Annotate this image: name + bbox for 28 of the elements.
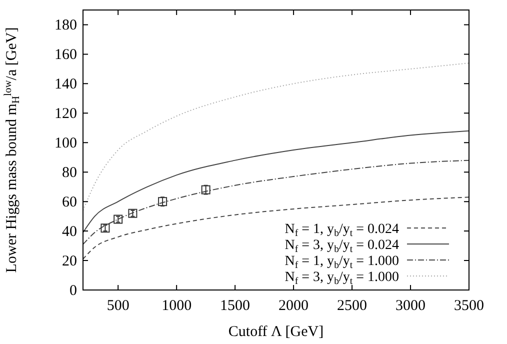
x-tick-label: 2500 — [337, 298, 368, 314]
point — [128, 208, 138, 218]
legend-label: N$_{f}$ = 3, y$_{b}$/y$_{t}$ = 1.000 — [284, 270, 399, 286]
legend-label: N$_{f}$ = 1, y$_{b}$/y$_{t}$ = 0.024 — [284, 222, 399, 238]
y-tick-label: 60 — [62, 194, 77, 211]
point — [158, 197, 168, 206]
x-tick-label: 500 — [106, 298, 130, 314]
x-tick-label: 1500 — [220, 298, 250, 314]
y-tick-label: 20 — [62, 254, 77, 270]
point — [201, 185, 210, 194]
point — [114, 214, 123, 224]
y-tick-label: 180 — [54, 18, 77, 34]
y-tick-label: 120 — [54, 106, 77, 122]
legend-label: N$_{f}$ = 1, y$_{b}$/y$_{t}$ = 1.000 — [284, 254, 399, 270]
x-axis-title: Cutoff Λ [GeV] — [228, 324, 324, 340]
x-tick-label: 3500 — [454, 298, 484, 314]
y-tick-label: 0 — [70, 283, 77, 299]
x-tick-label: 2000 — [278, 298, 309, 314]
y-tick-label: 100 — [54, 136, 77, 152]
y-tick-label: 140 — [54, 76, 77, 93]
y-tick-label: 160 — [54, 47, 77, 64]
y-tick-label: 40 — [62, 224, 77, 240]
legend-label: N$_{f}$ = 3, y$_{b}$/y$_{t}$ = 0.024 — [284, 238, 399, 254]
line-series — [82, 62, 470, 211]
x-tick-label: 3000 — [396, 298, 426, 314]
x-tick-label: 1000 — [162, 298, 192, 314]
y-tick-label: 80 — [62, 165, 77, 182]
point — [100, 224, 110, 233]
